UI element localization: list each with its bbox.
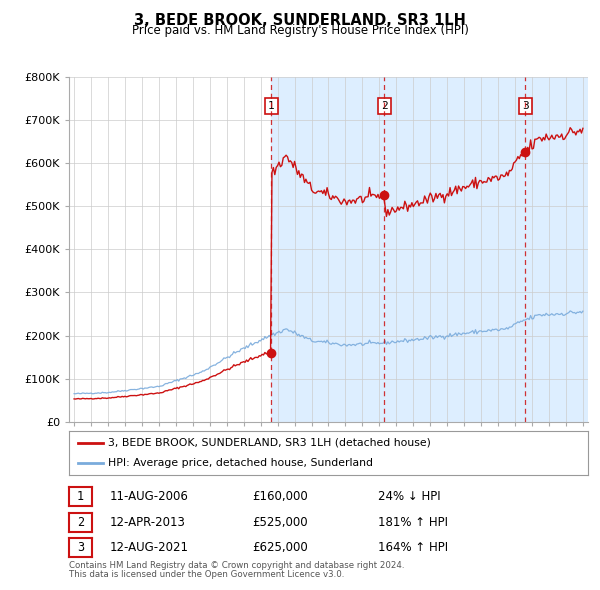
- Text: 3: 3: [522, 101, 529, 111]
- Text: £625,000: £625,000: [252, 541, 308, 554]
- Text: 11-AUG-2006: 11-AUG-2006: [110, 490, 188, 503]
- Text: 2: 2: [77, 516, 84, 529]
- Text: 164% ↑ HPI: 164% ↑ HPI: [378, 541, 448, 554]
- Text: 181% ↑ HPI: 181% ↑ HPI: [378, 516, 448, 529]
- Text: 12-APR-2013: 12-APR-2013: [110, 516, 185, 529]
- Text: 3: 3: [77, 541, 84, 554]
- Text: £160,000: £160,000: [252, 490, 308, 503]
- Text: Price paid vs. HM Land Registry's House Price Index (HPI): Price paid vs. HM Land Registry's House …: [131, 24, 469, 37]
- Text: 2: 2: [381, 101, 388, 111]
- Text: This data is licensed under the Open Government Licence v3.0.: This data is licensed under the Open Gov…: [69, 571, 344, 579]
- Text: 1: 1: [268, 101, 274, 111]
- Text: 12-AUG-2021: 12-AUG-2021: [110, 541, 189, 554]
- Text: 1: 1: [77, 490, 84, 503]
- Text: £525,000: £525,000: [252, 516, 308, 529]
- Text: 3, BEDE BROOK, SUNDERLAND, SR3 1LH: 3, BEDE BROOK, SUNDERLAND, SR3 1LH: [134, 13, 466, 28]
- Text: Contains HM Land Registry data © Crown copyright and database right 2024.: Contains HM Land Registry data © Crown c…: [69, 561, 404, 570]
- Text: 24% ↓ HPI: 24% ↓ HPI: [378, 490, 440, 503]
- Text: 3, BEDE BROOK, SUNDERLAND, SR3 1LH (detached house): 3, BEDE BROOK, SUNDERLAND, SR3 1LH (deta…: [108, 438, 431, 448]
- Text: HPI: Average price, detached house, Sunderland: HPI: Average price, detached house, Sund…: [108, 458, 373, 468]
- Bar: [271, 77, 588, 422]
